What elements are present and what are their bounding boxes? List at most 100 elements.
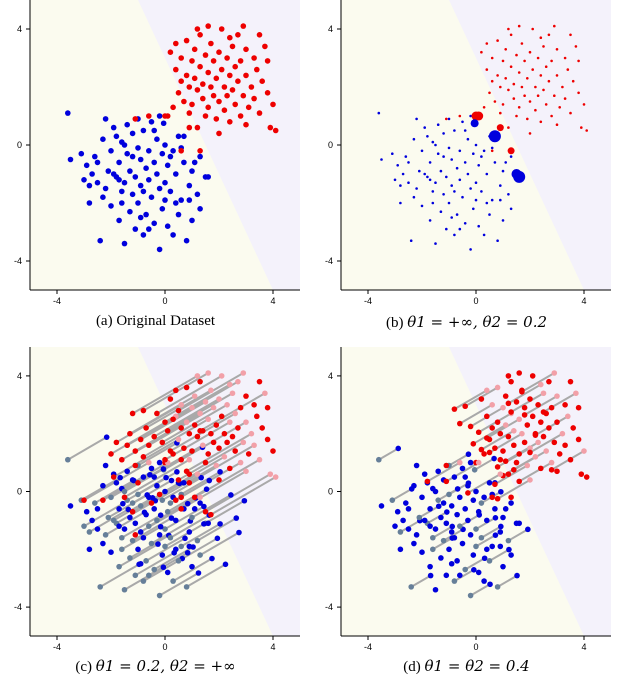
point-class-0-original (121, 488, 128, 495)
point-class-0 (497, 543, 504, 550)
point-class-0 (113, 133, 120, 140)
point-class-1 (243, 46, 249, 53)
point-class-1 (504, 77, 507, 80)
point-class-0 (504, 161, 507, 164)
point-class-1 (216, 49, 222, 55)
point-class-0 (186, 182, 193, 189)
point-class-1 (178, 78, 184, 84)
shift-line (80, 476, 121, 502)
point-class-1 (237, 404, 244, 411)
point-class-0-shifted (228, 492, 234, 498)
point-class-0 (173, 517, 179, 524)
point-class-0 (127, 514, 133, 521)
point-class-1-shifted (186, 480, 193, 486)
point-class-1 (489, 494, 495, 501)
shift-line (507, 528, 529, 542)
point-class-1 (534, 85, 537, 89)
point-class-0 (86, 546, 93, 553)
shift-line (426, 461, 461, 483)
point-class-0 (156, 532, 163, 538)
point-class-0 (435, 468, 441, 475)
point-class-1 (213, 422, 220, 428)
point-class-1-shifted (100, 497, 106, 503)
point-class-0-shifted (222, 561, 229, 568)
point-class-1 (170, 104, 176, 111)
point-class-0 (407, 181, 410, 184)
point-class-1 (567, 456, 574, 463)
weighted-point-class-1 (474, 111, 484, 121)
point-class-1-original (189, 404, 195, 411)
point-class-0 (419, 549, 425, 555)
point-class-0-original (505, 537, 512, 544)
point-class-0 (484, 546, 490, 553)
point-class-0 (462, 474, 468, 480)
point-class-0 (116, 177, 122, 183)
point-class-0 (124, 468, 130, 475)
point-class-0 (164, 162, 171, 169)
point-class-0-shifted (471, 567, 477, 573)
region-class-0 (341, 0, 584, 290)
point-class-1 (216, 445, 222, 451)
weighted-point-class-0 (511, 169, 522, 179)
point-class-0-original (119, 546, 125, 553)
point-class-1 (186, 430, 193, 437)
shift-line (118, 543, 159, 568)
point-class-0-shifted (444, 509, 450, 515)
point-class-1 (539, 120, 543, 124)
point-class-1 (499, 85, 502, 89)
point-class-1-shifted (129, 508, 136, 515)
point-class-1 (167, 396, 174, 402)
point-class-0 (159, 552, 166, 558)
point-class-1 (221, 84, 228, 90)
point-class-0-shifted (481, 555, 488, 562)
point-class-1 (216, 98, 222, 105)
point-class-1 (569, 111, 572, 115)
point-class-0 (167, 153, 174, 160)
point-class-0 (431, 201, 435, 205)
point-class-1 (490, 149, 494, 153)
point-class-1 (186, 110, 193, 116)
point-class-0-original (462, 566, 468, 573)
shift-line (472, 424, 507, 445)
point-class-0 (438, 555, 444, 561)
point-class-0 (412, 195, 416, 199)
point-class-1 (202, 113, 209, 119)
point-class-0 (434, 143, 437, 147)
point-class-0 (154, 482, 160, 489)
point-class-1-original (540, 390, 547, 397)
point-class-1 (554, 468, 560, 475)
point-class-0 (81, 177, 87, 183)
point-class-1-shifted (451, 406, 458, 412)
shift-line (137, 442, 178, 467)
point-class-0 (463, 222, 467, 225)
shift-line (186, 432, 252, 473)
point-class-0 (205, 174, 211, 180)
point-class-1-original (494, 384, 501, 391)
point-class-0-shifted (427, 572, 434, 579)
point-class-1-original (232, 410, 238, 417)
point-class-1 (251, 55, 257, 61)
point-class-0 (508, 552, 514, 558)
point-class-1 (508, 494, 514, 501)
point-class-0-original (170, 578, 176, 584)
point-class-0-original (129, 500, 136, 506)
point-class-1-shifted (443, 478, 450, 485)
point-class-0 (121, 526, 128, 532)
point-class-1 (512, 82, 516, 86)
point-class-0 (470, 497, 477, 503)
shift-line (129, 534, 170, 559)
shift-line (180, 470, 221, 496)
point-class-1-shifted (462, 403, 468, 410)
point-class-1 (490, 56, 494, 60)
point-class-1-original (551, 370, 558, 376)
caption-a: (a) Original Dataset (95, 313, 216, 329)
region-class-0 (30, 0, 273, 290)
point-class-0 (472, 207, 475, 211)
point-class-1-shifted (208, 511, 214, 518)
point-class-0 (420, 149, 424, 153)
point-class-1 (583, 474, 590, 480)
shift-line (159, 572, 199, 597)
point-class-1-shifted (519, 388, 525, 395)
shift-line (475, 516, 496, 530)
point-class-0-original (151, 566, 157, 573)
